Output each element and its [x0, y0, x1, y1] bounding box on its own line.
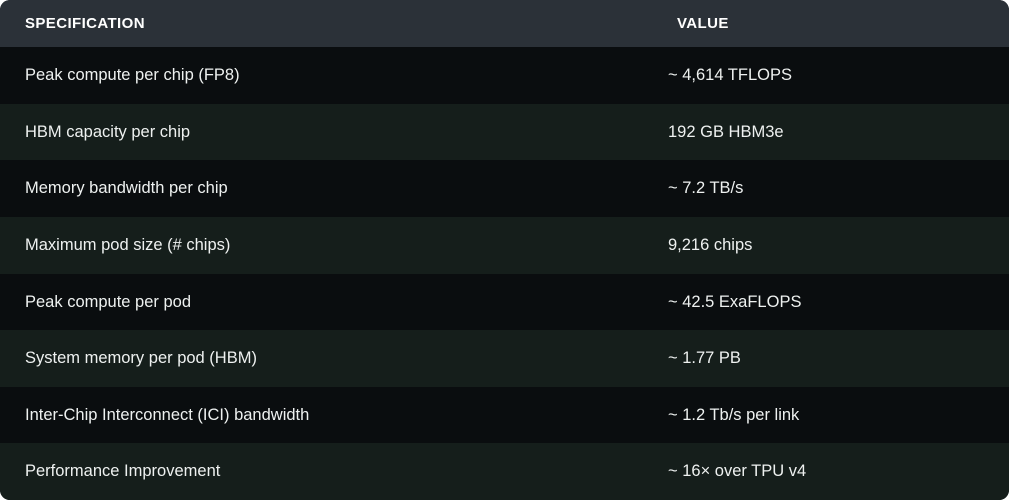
- table-row: Memory bandwidth per chip ~ 7.2 TB/s: [0, 160, 1009, 217]
- table-row: HBM capacity per chip 192 GB HBM3e: [0, 103, 1009, 161]
- spec-cell: System memory per pod (HBM): [25, 349, 257, 368]
- value-cell: ~ 42.5 ExaFLOPS: [668, 292, 802, 311]
- value-cell: 9,216 chips: [668, 235, 753, 254]
- table-body: Peak compute per chip (FP8) ~ 4,614 TFLO…: [0, 47, 1009, 500]
- table-row: Performance Improvement ~ 16× over TPU v…: [0, 443, 1009, 500]
- spec-cell: Memory bandwidth per chip: [25, 179, 228, 198]
- value-cell: ~ 4,614 TFLOPS: [668, 66, 792, 85]
- spec-cell: HBM capacity per chip: [25, 122, 191, 141]
- value-cell: ~ 16× over TPU v4: [668, 462, 807, 481]
- value-cell: ~ 7.2 TB/s: [668, 179, 744, 198]
- value-cell: ~ 1.2 Tb/s per link: [668, 405, 800, 424]
- spec-cell: Maximum pod size (# chips): [25, 235, 231, 254]
- column-header-value: VALUE: [677, 15, 729, 32]
- value-cell: 192 GB HBM3e: [668, 122, 784, 141]
- spec-cell: Inter-Chip Interconnect (ICI) bandwidth: [25, 405, 310, 424]
- table-header-row: SPECIFICATION VALUE: [0, 0, 1009, 47]
- table-row: Peak compute per pod ~ 42.5 ExaFLOPS: [0, 273, 1009, 331]
- column-header-specification: SPECIFICATION: [25, 15, 145, 32]
- table-row: System memory per pod (HBM) ~ 1.77 PB: [0, 330, 1009, 387]
- spec-cell: Peak compute per pod: [25, 292, 192, 311]
- table-row: Inter-Chip Interconnect (ICI) bandwidth …: [0, 386, 1009, 444]
- table-row: Peak compute per chip (FP8) ~ 4,614 TFLO…: [0, 47, 1009, 104]
- spec-cell: Peak compute per chip (FP8): [25, 66, 240, 85]
- table-row: Maximum pod size (# chips) 9,216 chips: [0, 216, 1009, 274]
- spec-cell: Performance Improvement: [25, 462, 221, 481]
- value-cell: ~ 1.77 PB: [668, 349, 741, 368]
